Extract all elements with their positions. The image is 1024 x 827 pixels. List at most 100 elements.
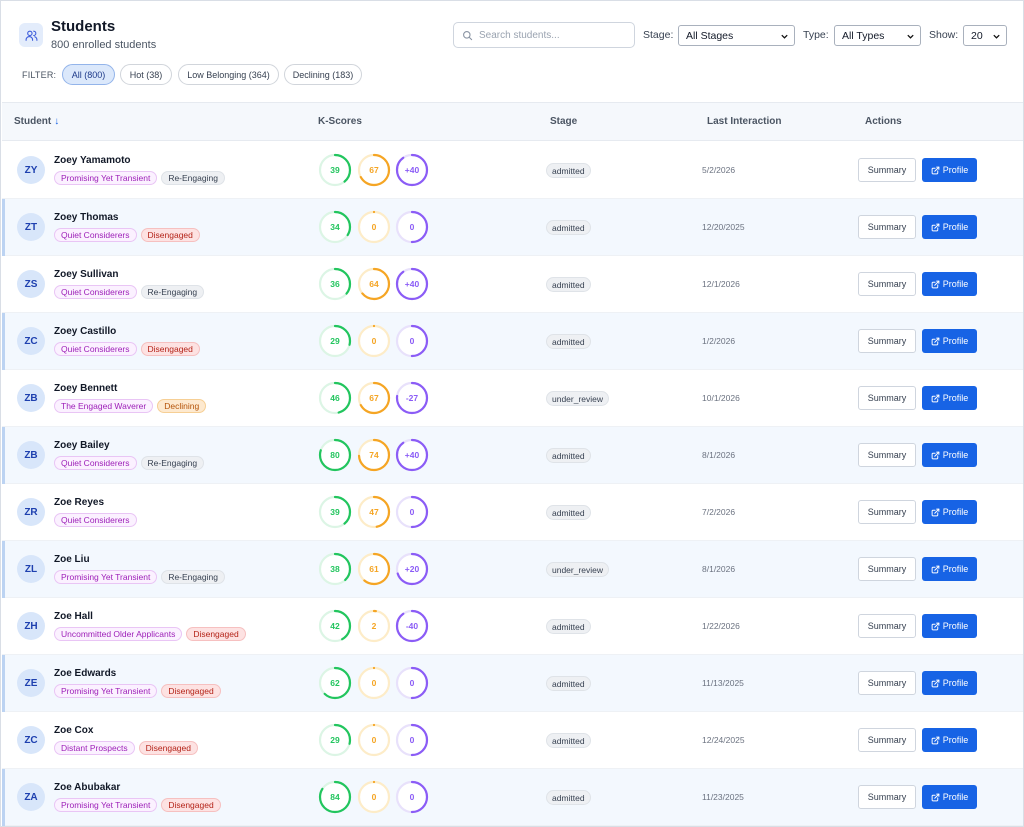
student-name[interactable]: Zoe Abubakar (54, 782, 121, 793)
last-interaction-date: 12/24/2025 (702, 735, 745, 745)
kscore-value: 0 (371, 222, 377, 232)
student-tag: Uncommitted Older Applicants (54, 627, 183, 641)
stage-badge: admitted (546, 163, 591, 178)
summary-button[interactable]: Summary (858, 671, 916, 695)
kscore-ring: 0 (357, 324, 391, 358)
kscore-value: +20 (404, 564, 420, 574)
page-size-select[interactable]: 20 (963, 25, 1007, 46)
filter-chip-all[interactable]: All (800) (62, 64, 115, 85)
student-name[interactable]: Zoe Reyes (54, 497, 105, 508)
student-name[interactable]: Zoey Sullivan (54, 269, 119, 280)
stage-select[interactable]: All Stages (678, 25, 795, 46)
student-tags: Promising Yet Transient Re-Engaging (54, 171, 225, 185)
summary-button[interactable]: Summary (858, 272, 916, 296)
avatar: ZY (17, 156, 45, 184)
search-box[interactable] (453, 22, 635, 48)
profile-button[interactable]: Profile (922, 215, 977, 239)
kscore-value: 0 (409, 678, 415, 688)
kscore-ring: -27 (395, 381, 429, 415)
profile-button[interactable]: Profile (922, 557, 977, 581)
last-interaction-date: 1/2/2026 (702, 336, 736, 346)
summary-button[interactable]: Summary (858, 329, 916, 353)
profile-button[interactable]: Profile (922, 728, 977, 752)
kscore-value: +40 (404, 450, 420, 460)
kscore-value: -27 (405, 393, 419, 403)
filter-chip-declining[interactable]: Declining (183) (284, 64, 362, 85)
student-name[interactable]: Zoey Yamamoto (54, 155, 131, 166)
profile-button[interactable]: Profile (922, 386, 977, 410)
student-name[interactable]: Zoe Cox (54, 725, 94, 736)
kscore-ring: 47 (357, 495, 391, 529)
student-name[interactable]: Zoe Liu (54, 554, 90, 565)
table-row[interactable]: ZE Zoe Edwards Promising Yet Transient Dise… (2, 655, 1023, 712)
student-tag: Distant Prospects (54, 741, 135, 755)
summary-button[interactable]: Summary (858, 557, 916, 581)
external-link-icon (931, 223, 940, 231)
summary-button[interactable]: Summary (858, 500, 916, 524)
student-tag: Quiet Considerers (54, 456, 137, 470)
kscore-ring: 67 (357, 153, 391, 187)
table-row[interactable]: ZS Zoey Sullivan Quiet Considerers Re-Engag… (2, 256, 1023, 313)
profile-button[interactable]: Profile (922, 329, 977, 353)
avatar: ZH (17, 612, 45, 640)
filter-chip-low-belonging[interactable]: Low Belonging (364) (178, 64, 279, 85)
profile-button[interactable]: Profile (922, 158, 977, 182)
student-tag: Promising Yet Transient (54, 798, 158, 812)
profile-button-label: Profile (942, 336, 969, 346)
student-tags: Distant Prospects Disengaged (54, 741, 198, 755)
table-row[interactable]: ZR Zoe Reyes Quiet Considerers 39 47 0 (2, 484, 1023, 541)
summary-button[interactable]: Summary (858, 614, 916, 638)
table-row[interactable]: ZT Zoey Thomas Quiet Considerers Disengaged… (2, 199, 1023, 256)
table-row[interactable]: ZB Zoey Bennett The Engaged Waverer Declini… (2, 370, 1023, 427)
table-row[interactable]: ZA Zoe Abubakar Promising Yet Transient Dis… (2, 769, 1023, 826)
student-name[interactable]: Zoey Bailey (54, 440, 110, 451)
external-link-icon (931, 394, 940, 402)
profile-button[interactable]: Profile (922, 272, 977, 296)
profile-button[interactable]: Profile (922, 614, 977, 638)
search-input[interactable] (479, 29, 629, 41)
table-row[interactable]: ZB Zoey Bailey Quiet Considerers Re-Engagin… (2, 427, 1023, 484)
summary-button[interactable]: Summary (858, 728, 916, 752)
profile-button-label: Profile (942, 507, 969, 517)
summary-button[interactable]: Summary (858, 785, 916, 809)
stage-badge: admitted (546, 676, 591, 691)
profile-button[interactable]: Profile (922, 785, 977, 809)
column-student[interactable]: Student ↓ (14, 116, 59, 127)
student-name[interactable]: Zoey Bennett (54, 383, 118, 394)
filter-chip-hot[interactable]: Hot (38) (120, 64, 172, 85)
summary-button[interactable]: Summary (858, 215, 916, 239)
kscore-ring: +20 (395, 552, 429, 586)
kscore-ring: 34 (318, 210, 352, 244)
profile-button[interactable]: Profile (922, 443, 977, 467)
type-select[interactable]: All Types (834, 25, 921, 46)
student-name[interactable]: Zoey Thomas (54, 212, 119, 223)
kscore-value: 67 (369, 165, 379, 175)
student-tag: Quiet Considerers (54, 285, 137, 299)
table-row[interactable]: ZL Zoe Liu Promising Yet Transient Re-Engag… (2, 541, 1023, 598)
summary-button[interactable]: Summary (858, 158, 916, 182)
kscore-value: 39 (330, 165, 340, 175)
student-name[interactable]: Zoey Castillo (54, 326, 117, 337)
stage-badge: admitted (546, 448, 591, 463)
student-tag: Disengaged (140, 342, 200, 356)
table-row[interactable]: ZC Zoe Cox Distant Prospects Disengaged 29 … (2, 712, 1023, 769)
table-row[interactable]: ZC Zoey Castillo Quiet Considerers Disengag… (2, 313, 1023, 370)
external-link-icon (931, 622, 940, 630)
profile-button-label: Profile (942, 792, 969, 802)
stage-filter-label: Stage: (643, 29, 674, 41)
student-name[interactable]: Zoe Edwards (54, 668, 117, 679)
student-name[interactable]: Zoe Hall (54, 611, 93, 622)
student-tag: Re-Engaging (161, 570, 225, 584)
table-row[interactable]: ZY Zoey Yamamoto Promising Yet Transient Re… (2, 142, 1023, 199)
profile-button[interactable]: Profile (922, 500, 977, 524)
summary-button[interactable]: Summary (858, 386, 916, 410)
table-row[interactable]: ZH Zoe Hall Uncommitted Older Applicants Di… (2, 598, 1023, 655)
kscore-ring: 29 (318, 723, 352, 757)
stage-badge: under_review (546, 562, 610, 577)
summary-button[interactable]: Summary (858, 443, 916, 467)
student-tag: Disengaged (140, 228, 200, 242)
kscore-ring: 39 (318, 495, 352, 529)
profile-button[interactable]: Profile (922, 671, 977, 695)
column-last-interaction: Last Interaction (707, 116, 782, 127)
